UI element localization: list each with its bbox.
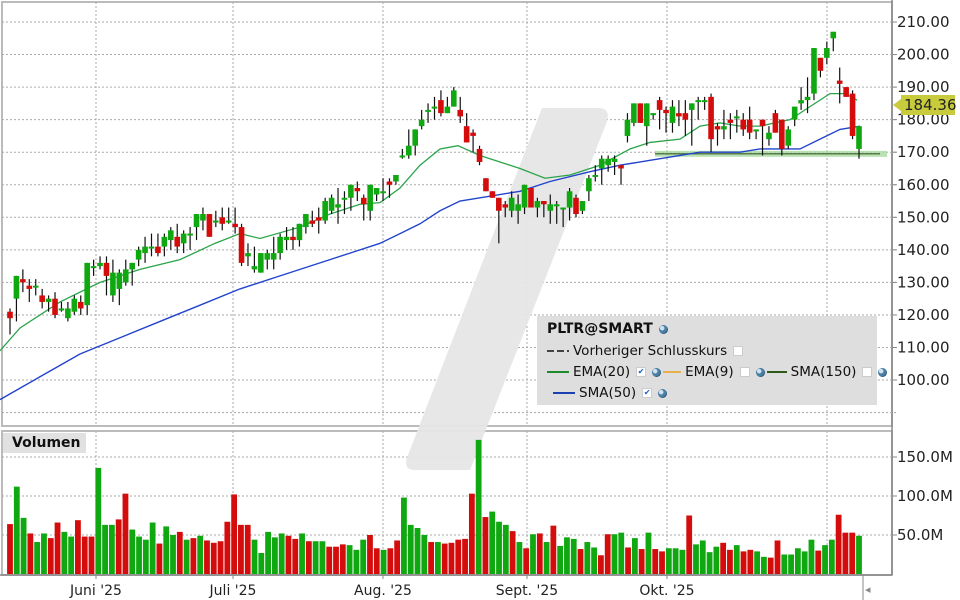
svg-text:150.0M: 150.0M (897, 448, 953, 466)
svg-text:170.00: 170.00 (897, 143, 950, 161)
ema9-line-icon (663, 371, 682, 373)
svg-text:50.0M: 50.0M (897, 526, 943, 544)
ema20-settings-icon[interactable] (652, 367, 662, 377)
sma50-settings-icon[interactable] (658, 388, 668, 398)
sma150-checkbox[interactable] (862, 367, 873, 377)
sma150-line-icon (766, 371, 787, 373)
svg-text:110.00: 110.00 (897, 339, 950, 357)
svg-text:140.00: 140.00 (897, 241, 950, 259)
candlesticks (7, 31, 862, 335)
dashed-line-icon (547, 350, 569, 352)
legend-ema9-label: EMA(9) (685, 364, 734, 380)
svg-text:160.00: 160.00 (897, 176, 950, 194)
last-price-value: 184.36 (901, 95, 957, 115)
price-axis: 100.00 110.00 120.00 130.00 140.00 150.00 160.… (865, 13, 953, 596)
svg-text:Okt. '25: Okt. '25 (639, 583, 694, 599)
svg-text:Aug. '25: Aug. '25 (354, 583, 412, 599)
svg-text:150.00: 150.00 (897, 208, 950, 226)
legend-prev-close-label: Vorheriger Schlusskurs (573, 343, 728, 359)
svg-text:100.0M: 100.0M (897, 487, 953, 505)
symbol-settings-icon[interactable] (658, 324, 668, 334)
svg-text:120.00: 120.00 (897, 306, 950, 324)
last-price-tag: 184.36 (893, 95, 957, 115)
legend-sma50-label: SMA(50) (579, 385, 637, 401)
date-axis: Juni '25 Juli '25 Aug. '25 Sept. '25 Okt. '2… (69, 575, 695, 599)
ema20-checkbox[interactable]: ✔ (636, 367, 647, 377)
svg-text:130.00: 130.00 (897, 273, 950, 291)
watermark-logo (406, 108, 608, 470)
svg-text:Juni '25: Juni '25 (69, 583, 122, 599)
legend-sma150-label: SMA(150) (790, 364, 857, 380)
volume-pane-title: Volumen (3, 433, 86, 453)
svg-text:Sept. '25: Sept. '25 (496, 583, 558, 599)
sma50-checkbox[interactable]: ✔ (642, 388, 653, 398)
legend-prev-close-row: Vorheriger Schlusskurs (547, 343, 747, 359)
legend-sma50-row: SMA(50) ✔ (553, 385, 669, 401)
sma50-line-icon (553, 392, 575, 394)
svg-text:210.00: 210.00 (897, 13, 950, 31)
volume-bars (7, 439, 862, 574)
price-tag-arrow-icon (893, 99, 901, 111)
svg-text:190.00: 190.00 (897, 78, 950, 96)
prev-close-checkbox[interactable] (733, 346, 744, 356)
svg-text:◂: ◂ (865, 583, 871, 596)
legend-ema20-label: EMA(20) (573, 364, 631, 380)
svg-text:180.00: 180.00 (897, 111, 950, 129)
sma150-settings-icon[interactable] (878, 367, 888, 377)
ema9-settings-icon[interactable] (755, 367, 765, 377)
svg-text:100.00: 100.00 (897, 371, 950, 389)
ema9-checkbox[interactable] (739, 367, 750, 377)
legend-title-row: PLTR@SMART (547, 321, 670, 337)
svg-text:Juli '25: Juli '25 (209, 583, 257, 599)
chart-legend: PLTR@SMART Vorheriger Schlusskurs EMA(20… (537, 316, 888, 405)
legend-ma-row: EMA(20) ✔ EMA(9) SMA(150) (547, 364, 889, 380)
svg-text:200.00: 200.00 (897, 46, 950, 64)
ema20-line-icon (547, 371, 569, 373)
chart-background (0, 0, 893, 600)
legend-symbol: PLTR@SMART (547, 321, 653, 337)
